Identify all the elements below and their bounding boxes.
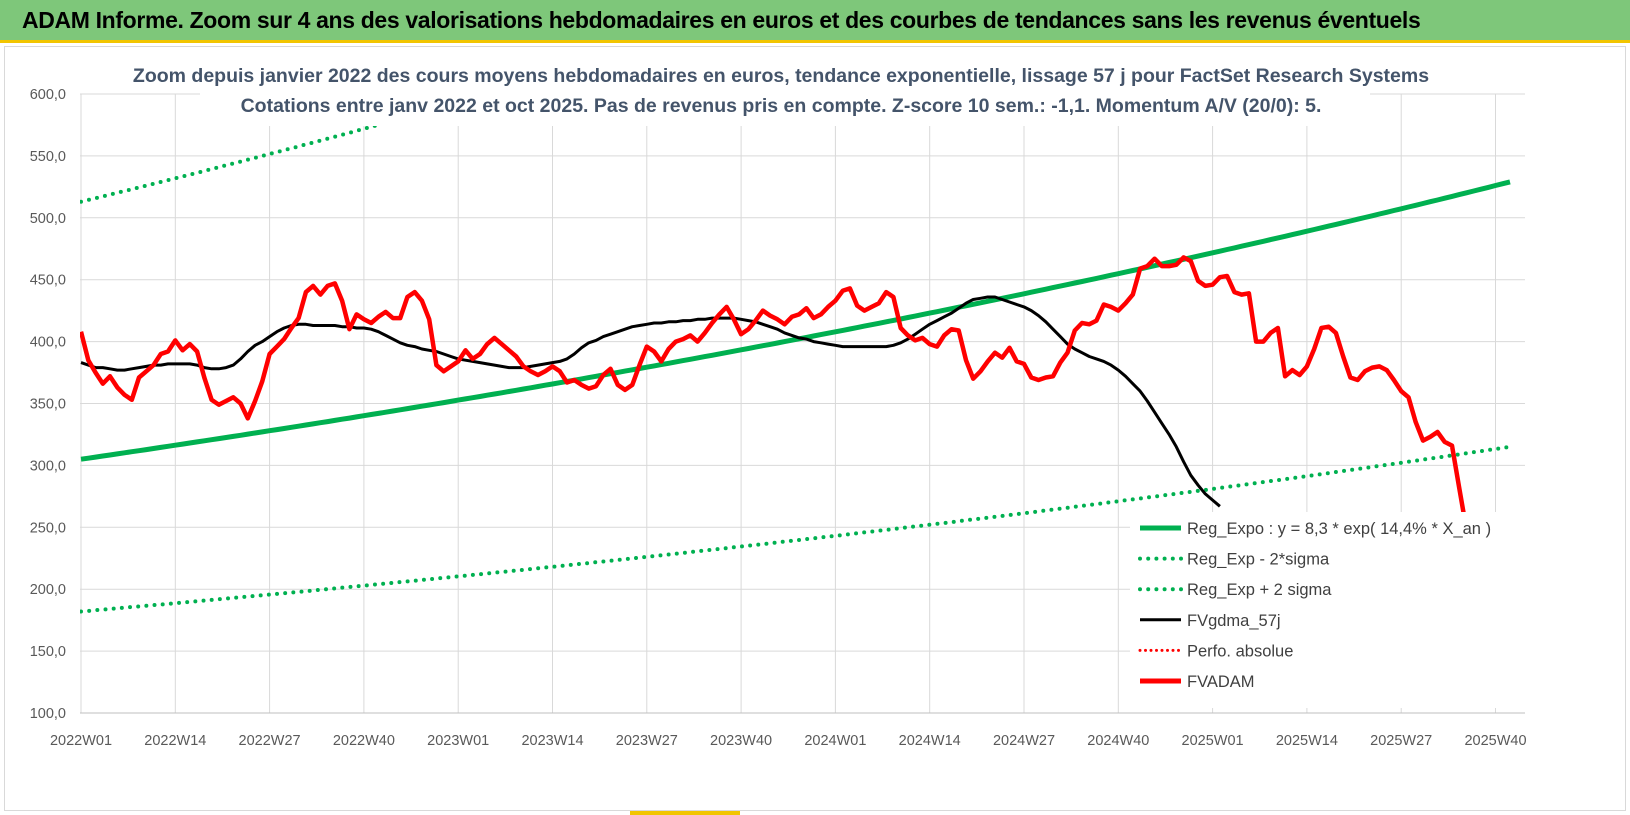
y-axis-ticks: 100,0 150,0 200,0 250,0 300,0 350,0 400,0 450,0… (30, 87, 66, 722)
legend-backdrop (1130, 512, 1525, 708)
y-tick-label: 550,0 (30, 149, 66, 165)
x-tick-label: 2023W27 (616, 733, 678, 749)
legend-label: Perfo. absolue (1187, 642, 1293, 660)
x-tick-label: 2024W14 (899, 733, 961, 749)
report-banner: ADAM Informe. Zoom sur 4 ans des valoris… (0, 0, 1630, 43)
x-tick-label: 2025W01 (1182, 733, 1244, 749)
x-tick-label: 2022W40 (333, 733, 395, 749)
x-tick-label: 2025W27 (1370, 733, 1432, 749)
y-tick-label: 300,0 (30, 458, 66, 474)
x-tick-label: 2023W14 (521, 733, 583, 749)
title-backdrop (200, 62, 1370, 126)
x-axis-ticks: 2022W01 2022W14 2022W27 2022W40 2023W01 2023W… (50, 733, 1527, 749)
x-tick-label: 2022W14 (144, 733, 206, 749)
x-tick-label: 2025W14 (1276, 733, 1338, 749)
x-tick-label: 2022W27 (239, 733, 301, 749)
legend: Reg_Expo : y = 8,3 * exp( 14,4% * X_an )… (1130, 512, 1525, 708)
y-tick-label: 200,0 (30, 582, 66, 598)
y-tick-label: 100,0 (30, 706, 66, 722)
x-tick-label: 2022W01 (50, 733, 112, 749)
series-line-5 (80, 255, 1505, 541)
x-tick-label: 2023W01 (427, 733, 489, 749)
legend-label: Reg_Exp + 2 sigma (1187, 581, 1332, 599)
x-tick-label: 2023W40 (710, 733, 772, 749)
series-line-1 (80, 444, 1512, 614)
bottom-accent-bar (630, 811, 740, 815)
x-tick-label: 2024W27 (993, 733, 1055, 749)
x-tick-label: 2024W01 (804, 733, 866, 749)
y-tick-label: 600,0 (30, 87, 66, 103)
legend-label: FVADAM (1187, 673, 1255, 691)
legend-label: FVgdma_57j (1187, 612, 1281, 630)
y-tick-label: 400,0 (30, 335, 66, 351)
chart-subtitle: Cotations entre janv 2022 et oct 2025. P… (241, 95, 1322, 117)
y-tick-label: 250,0 (30, 520, 66, 536)
series-line-2 (80, 94, 497, 204)
y-tick-label: 350,0 (30, 397, 66, 413)
y-tick-label: 150,0 (30, 644, 66, 660)
x-tick-label: 2024W40 (1087, 733, 1149, 749)
legend-label: Reg_Exp - 2*sigma (1187, 551, 1330, 569)
legend-label: Reg_Expo : y = 8,3 * exp( 14,4% * X_an ) (1187, 520, 1491, 538)
plot-area (80, 94, 1512, 614)
series-line-3 (80, 295, 1221, 508)
x-tick-label: 2025W40 (1464, 733, 1526, 749)
chart-title: Zoom depuis janvier 2022 des cours moyen… (133, 65, 1429, 87)
y-tick-label: 450,0 (30, 273, 66, 289)
report-title: ADAM Informe. Zoom sur 4 ans des valoris… (22, 7, 1421, 33)
series-line-0 (80, 179, 1511, 462)
y-tick-label: 500,0 (30, 211, 66, 227)
